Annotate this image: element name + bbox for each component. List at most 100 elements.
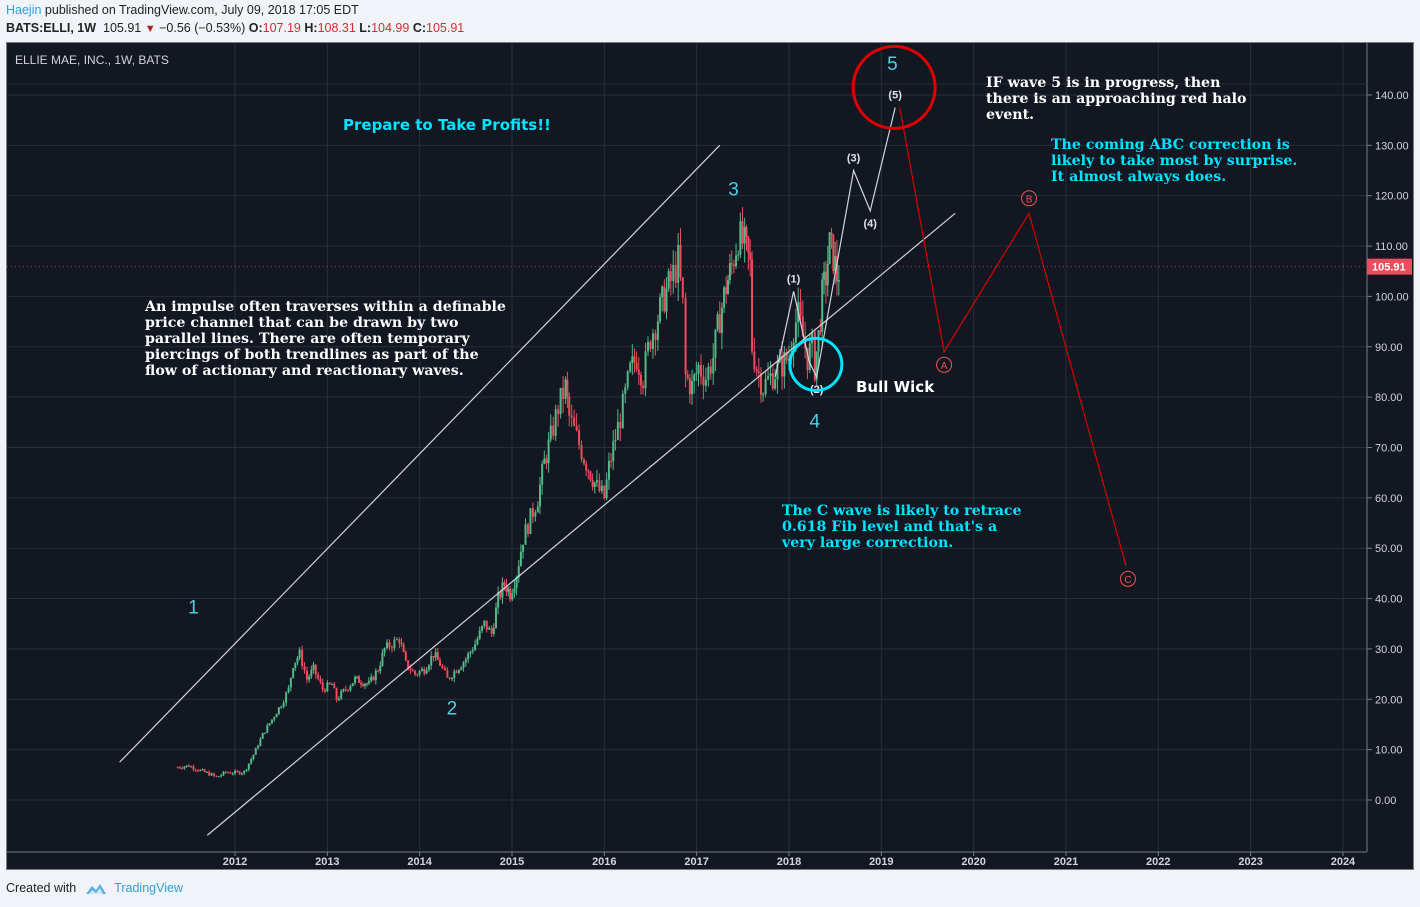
- candle-body: [349, 686, 352, 690]
- candle-body: [593, 482, 596, 487]
- prepare-note: Prepare to Take Profits!!: [343, 116, 551, 134]
- candle-body: [377, 670, 380, 672]
- candle-body: [310, 669, 313, 677]
- candle-body: [695, 373, 698, 375]
- candle-body: [480, 626, 483, 631]
- x-tick-label: 2023: [1238, 856, 1262, 868]
- open-label: O:: [248, 21, 263, 35]
- candle-body: [381, 652, 384, 666]
- candle-body: [832, 234, 835, 272]
- candle-body: [231, 773, 234, 775]
- candle-body: [637, 369, 640, 375]
- y-tick-label: 110.00: [1375, 241, 1408, 253]
- candle-body: [453, 671, 456, 679]
- candle-body: [554, 409, 557, 436]
- candle-body: [712, 357, 715, 374]
- last-price: 105.91: [103, 21, 142, 35]
- candle-body: [356, 676, 359, 678]
- candle-body: [728, 263, 731, 281]
- candle-body: [363, 684, 366, 686]
- candle-body: [490, 627, 493, 634]
- candle-body: [624, 387, 627, 394]
- channel-note-line: piercings of both trendlines as part of …: [145, 347, 479, 363]
- last-price-tag: [1367, 258, 1412, 275]
- candle-body: [398, 639, 401, 643]
- candle-body: [386, 642, 389, 649]
- candle-body: [513, 587, 516, 593]
- candle-body: [769, 373, 772, 377]
- candle-body: [268, 723, 271, 726]
- candle-body: [252, 754, 255, 760]
- wave-label: 3: [728, 180, 739, 201]
- x-tick-label: 2022: [1146, 856, 1170, 868]
- candle-body: [430, 656, 433, 666]
- candle-body: [749, 252, 752, 260]
- candle-body: [194, 769, 197, 771]
- halo-note-line: event.: [986, 107, 1034, 123]
- candle-body: [681, 277, 684, 298]
- candle-body: [704, 379, 707, 386]
- candle-body: [642, 385, 645, 389]
- correction-label-circle: [1021, 190, 1038, 207]
- candle-body: [834, 256, 837, 272]
- correction-label: A: [941, 361, 948, 372]
- candle-body: [185, 765, 188, 767]
- candle-body: [677, 244, 680, 283]
- candle-body: [564, 379, 567, 400]
- abc-note-line: It almost always does.: [1051, 169, 1226, 185]
- candle-body: [709, 366, 712, 374]
- candle-body: [259, 738, 262, 746]
- channel-note-line: price channel that can be drawn by two: [145, 315, 458, 331]
- candle-body: [631, 356, 634, 363]
- candle-body: [303, 666, 306, 671]
- candle-body: [570, 415, 573, 418]
- candle-body: [616, 421, 619, 441]
- author-link[interactable]: Haejin: [6, 3, 42, 17]
- candle-body: [344, 689, 347, 691]
- tradingview-link[interactable]: TradingView: [114, 881, 183, 895]
- candle-body: [591, 480, 594, 487]
- candle-body: [823, 271, 826, 280]
- candle-body: [390, 647, 393, 649]
- publish-line: Haejin published on TradingView.com, Jul…: [6, 3, 359, 17]
- candle-body: [621, 393, 624, 429]
- candle-body: [718, 314, 721, 333]
- high-value: 108.31: [317, 21, 356, 35]
- candle-body: [314, 664, 317, 675]
- candle-body: [714, 329, 717, 358]
- candle-body: [203, 769, 206, 773]
- candle-body: [488, 627, 491, 630]
- candle-body: [835, 256, 838, 282]
- candle-body: [294, 662, 297, 668]
- candle-body: [474, 644, 477, 651]
- candle-body: [328, 682, 331, 685]
- candle-body: [411, 670, 414, 672]
- candle-body: [340, 691, 343, 699]
- candle-body: [365, 683, 368, 685]
- candle-body: [573, 417, 576, 426]
- x-tick-label: 2013: [315, 856, 339, 868]
- candle-body: [370, 676, 373, 682]
- candle-body: [785, 351, 788, 361]
- candle-body: [275, 714, 278, 718]
- candle-body: [612, 441, 615, 462]
- candle-body: [730, 263, 733, 265]
- triangle-down-icon: ▼: [144, 23, 156, 35]
- candle-body: [644, 351, 647, 389]
- candle-body: [238, 771, 241, 775]
- chart-frame[interactable]: [6, 42, 1414, 870]
- sub-wave-label: (4): [864, 218, 878, 230]
- candle-body: [183, 766, 186, 769]
- candle-body: [359, 682, 362, 685]
- candle-body: [707, 366, 710, 380]
- candle-body: [647, 341, 650, 352]
- y-tick-label: 0.00: [1375, 795, 1396, 807]
- candle-body: [247, 763, 250, 770]
- correction-label-circle: [936, 356, 953, 373]
- candle-body: [747, 236, 750, 253]
- candle-body: [374, 670, 377, 681]
- wave-label: 4: [810, 411, 821, 432]
- candle-body: [222, 771, 225, 776]
